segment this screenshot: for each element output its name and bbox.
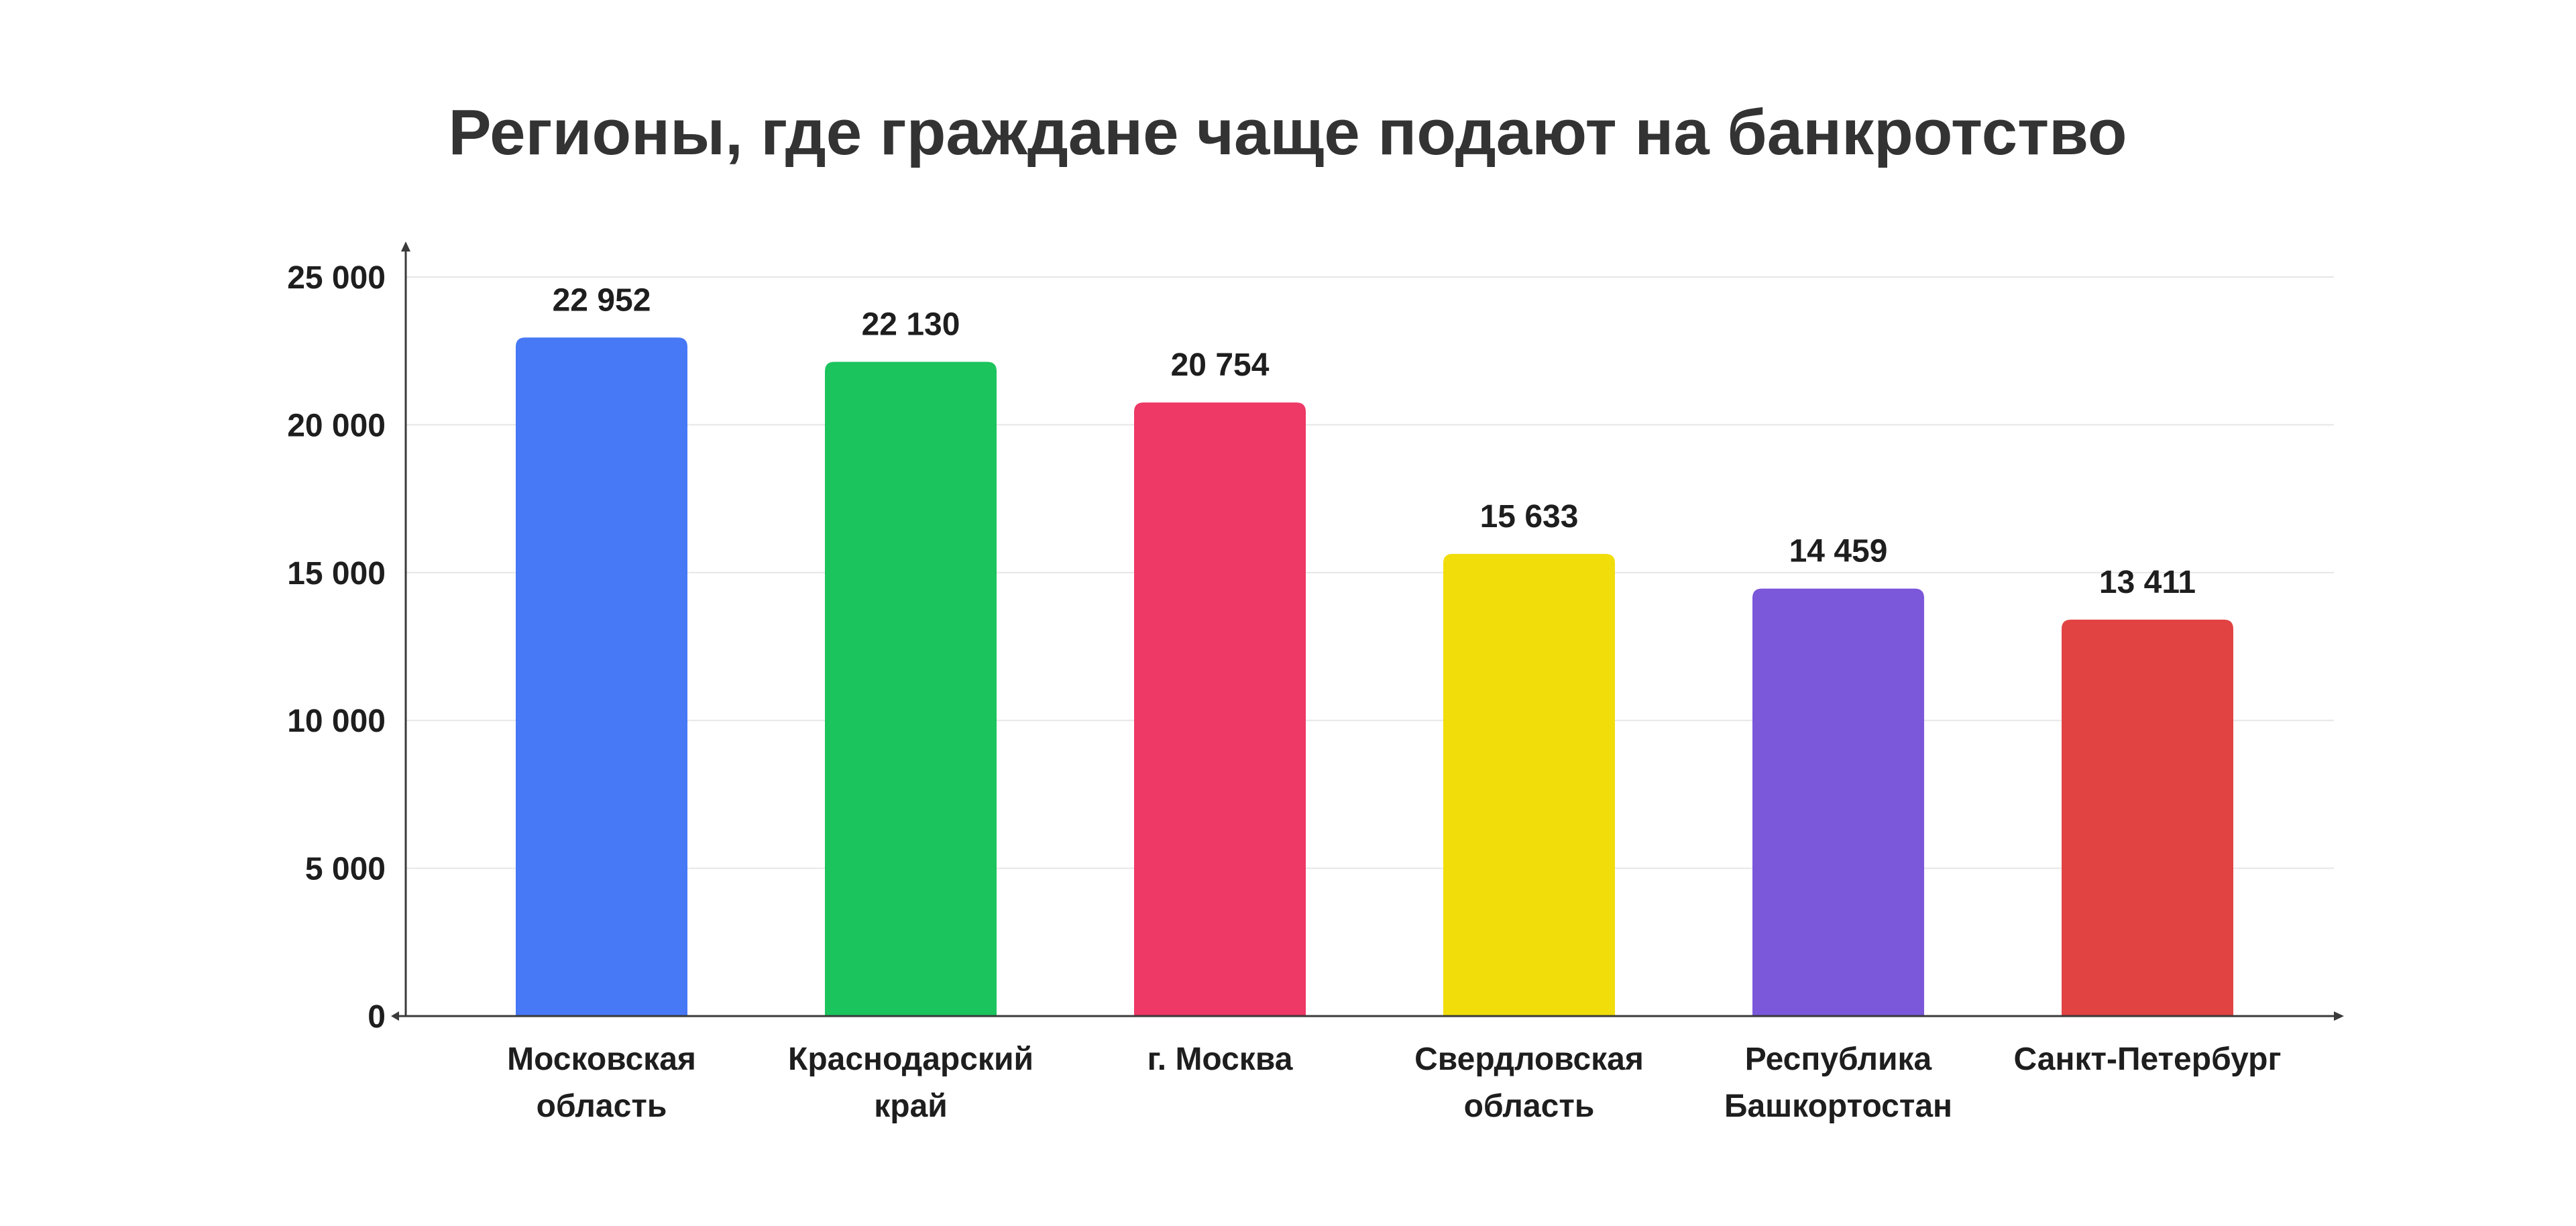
bar [2062,619,2233,1016]
y-tick-label: 20 000 [287,408,386,443]
bar [1752,588,1924,1016]
category-label-line: Башкортостан [1724,1089,1952,1124]
value-label: 13 411 [2099,565,2196,600]
category-label-line: Свердловская [1414,1042,1644,1077]
axes [391,241,2344,1021]
category-labels: Московская область Краснодарский край г. Мос… [507,1042,2281,1124]
y-tick-labels: 0 5 000 10 000 15 000 20 000 25 000 [287,260,386,1035]
category-label: Свердловская область [1414,1042,1644,1124]
chart-title: Регионы, где граждане чаще подают на бан… [448,97,2127,168]
category-label: Республика Башкортостан [1724,1042,1952,1124]
category-label: Санкт-Петербург [2014,1042,2282,1077]
value-label: 14 459 [1789,534,1888,569]
grid-lines [406,276,2334,869]
category-label-line: Краснодарский [788,1042,1033,1077]
category-label-line: Санкт-Петербург [2014,1042,2282,1077]
x-axis-left-arrow [391,1011,399,1021]
category-label-line: г. Москва [1147,1042,1293,1077]
category-label-line: область [537,1089,667,1124]
category-label: Московская область [507,1042,696,1124]
value-label: 15 633 [1480,499,1579,535]
y-axis-arrow [401,241,410,252]
value-label: 22 130 [862,307,960,343]
bars [516,337,2233,1016]
y-tick-label: 15 000 [287,556,386,592]
bar [825,361,997,1016]
value-labels: 22 952 22 130 20 754 15 633 14 459 13 411 [553,282,2196,600]
category-label: Краснодарский край [788,1042,1033,1124]
bar [1134,402,1306,1016]
x-axis-arrow [2334,1011,2344,1021]
category-label-line: Республика [1745,1042,1932,1077]
value-label: 20 754 [1171,347,1270,383]
y-tick-label: 5 000 [305,852,386,887]
category-label-line: область [1464,1089,1595,1124]
y-tick-label: 0 [368,999,386,1035]
y-tick-label: 10 000 [287,704,386,739]
category-label: г. Москва [1147,1042,1293,1077]
y-tick-label: 25 000 [287,260,386,296]
bar [516,337,687,1016]
category-label-line: Московская [507,1042,696,1077]
category-label-line: край [874,1089,948,1124]
value-label: 22 952 [553,282,651,318]
bar [1443,553,1615,1016]
